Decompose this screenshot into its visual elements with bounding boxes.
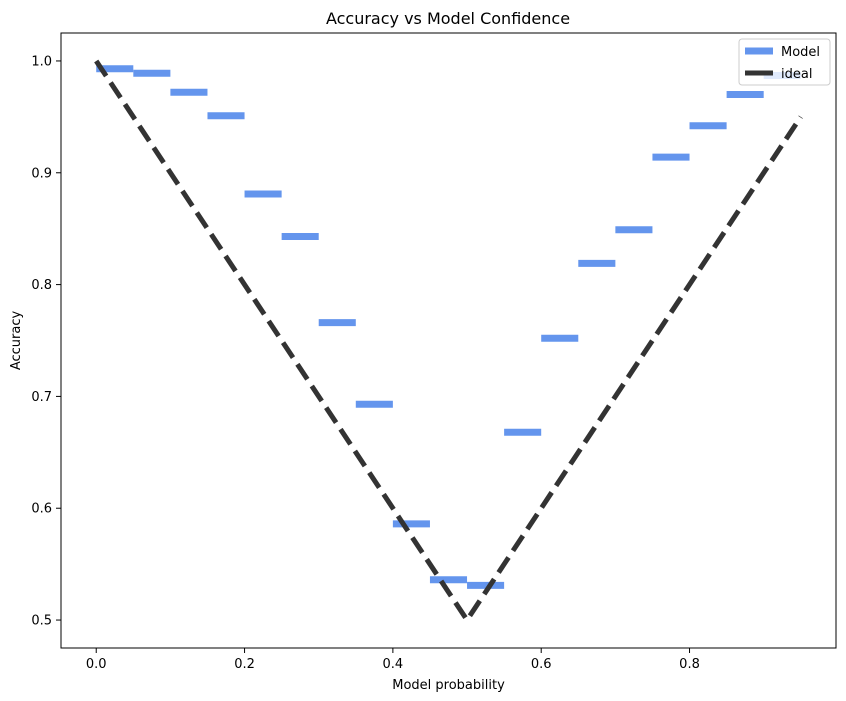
legend-label: ideal	[781, 67, 812, 82]
x-tick-label: 0.4	[383, 657, 404, 672]
y-tick-label: 0.8	[31, 278, 52, 293]
legend-label: Model	[781, 45, 820, 60]
y-tick-label: 0.5	[31, 614, 52, 629]
y-tick-label: 0.7	[31, 390, 52, 405]
x-tick-label: 0.2	[234, 657, 255, 672]
y-tick-label: 1.0	[31, 54, 52, 69]
plot-area	[94, 59, 803, 625]
x-axis: 0.0 0.2 0.4 0.6 0.8	[86, 648, 700, 672]
y-tick-label: 0.6	[31, 502, 52, 517]
legend: Model ideal	[738, 38, 831, 86]
x-tick-label: 0.6	[531, 657, 552, 672]
y-axis: 0.5 0.6 0.7 0.8 0.9 1.0	[31, 54, 61, 629]
chart-title: Accuracy vs Model Confidence	[326, 9, 570, 28]
ideal-line	[94, 59, 803, 625]
y-axis-label: Accuracy	[9, 311, 24, 371]
x-tick-label: 0.0	[86, 657, 107, 672]
y-tick-label: 0.9	[31, 166, 52, 181]
x-tick-label: 0.8	[679, 657, 700, 672]
x-axis-label: Model probability	[392, 678, 505, 693]
plot-frame	[60, 32, 837, 649]
